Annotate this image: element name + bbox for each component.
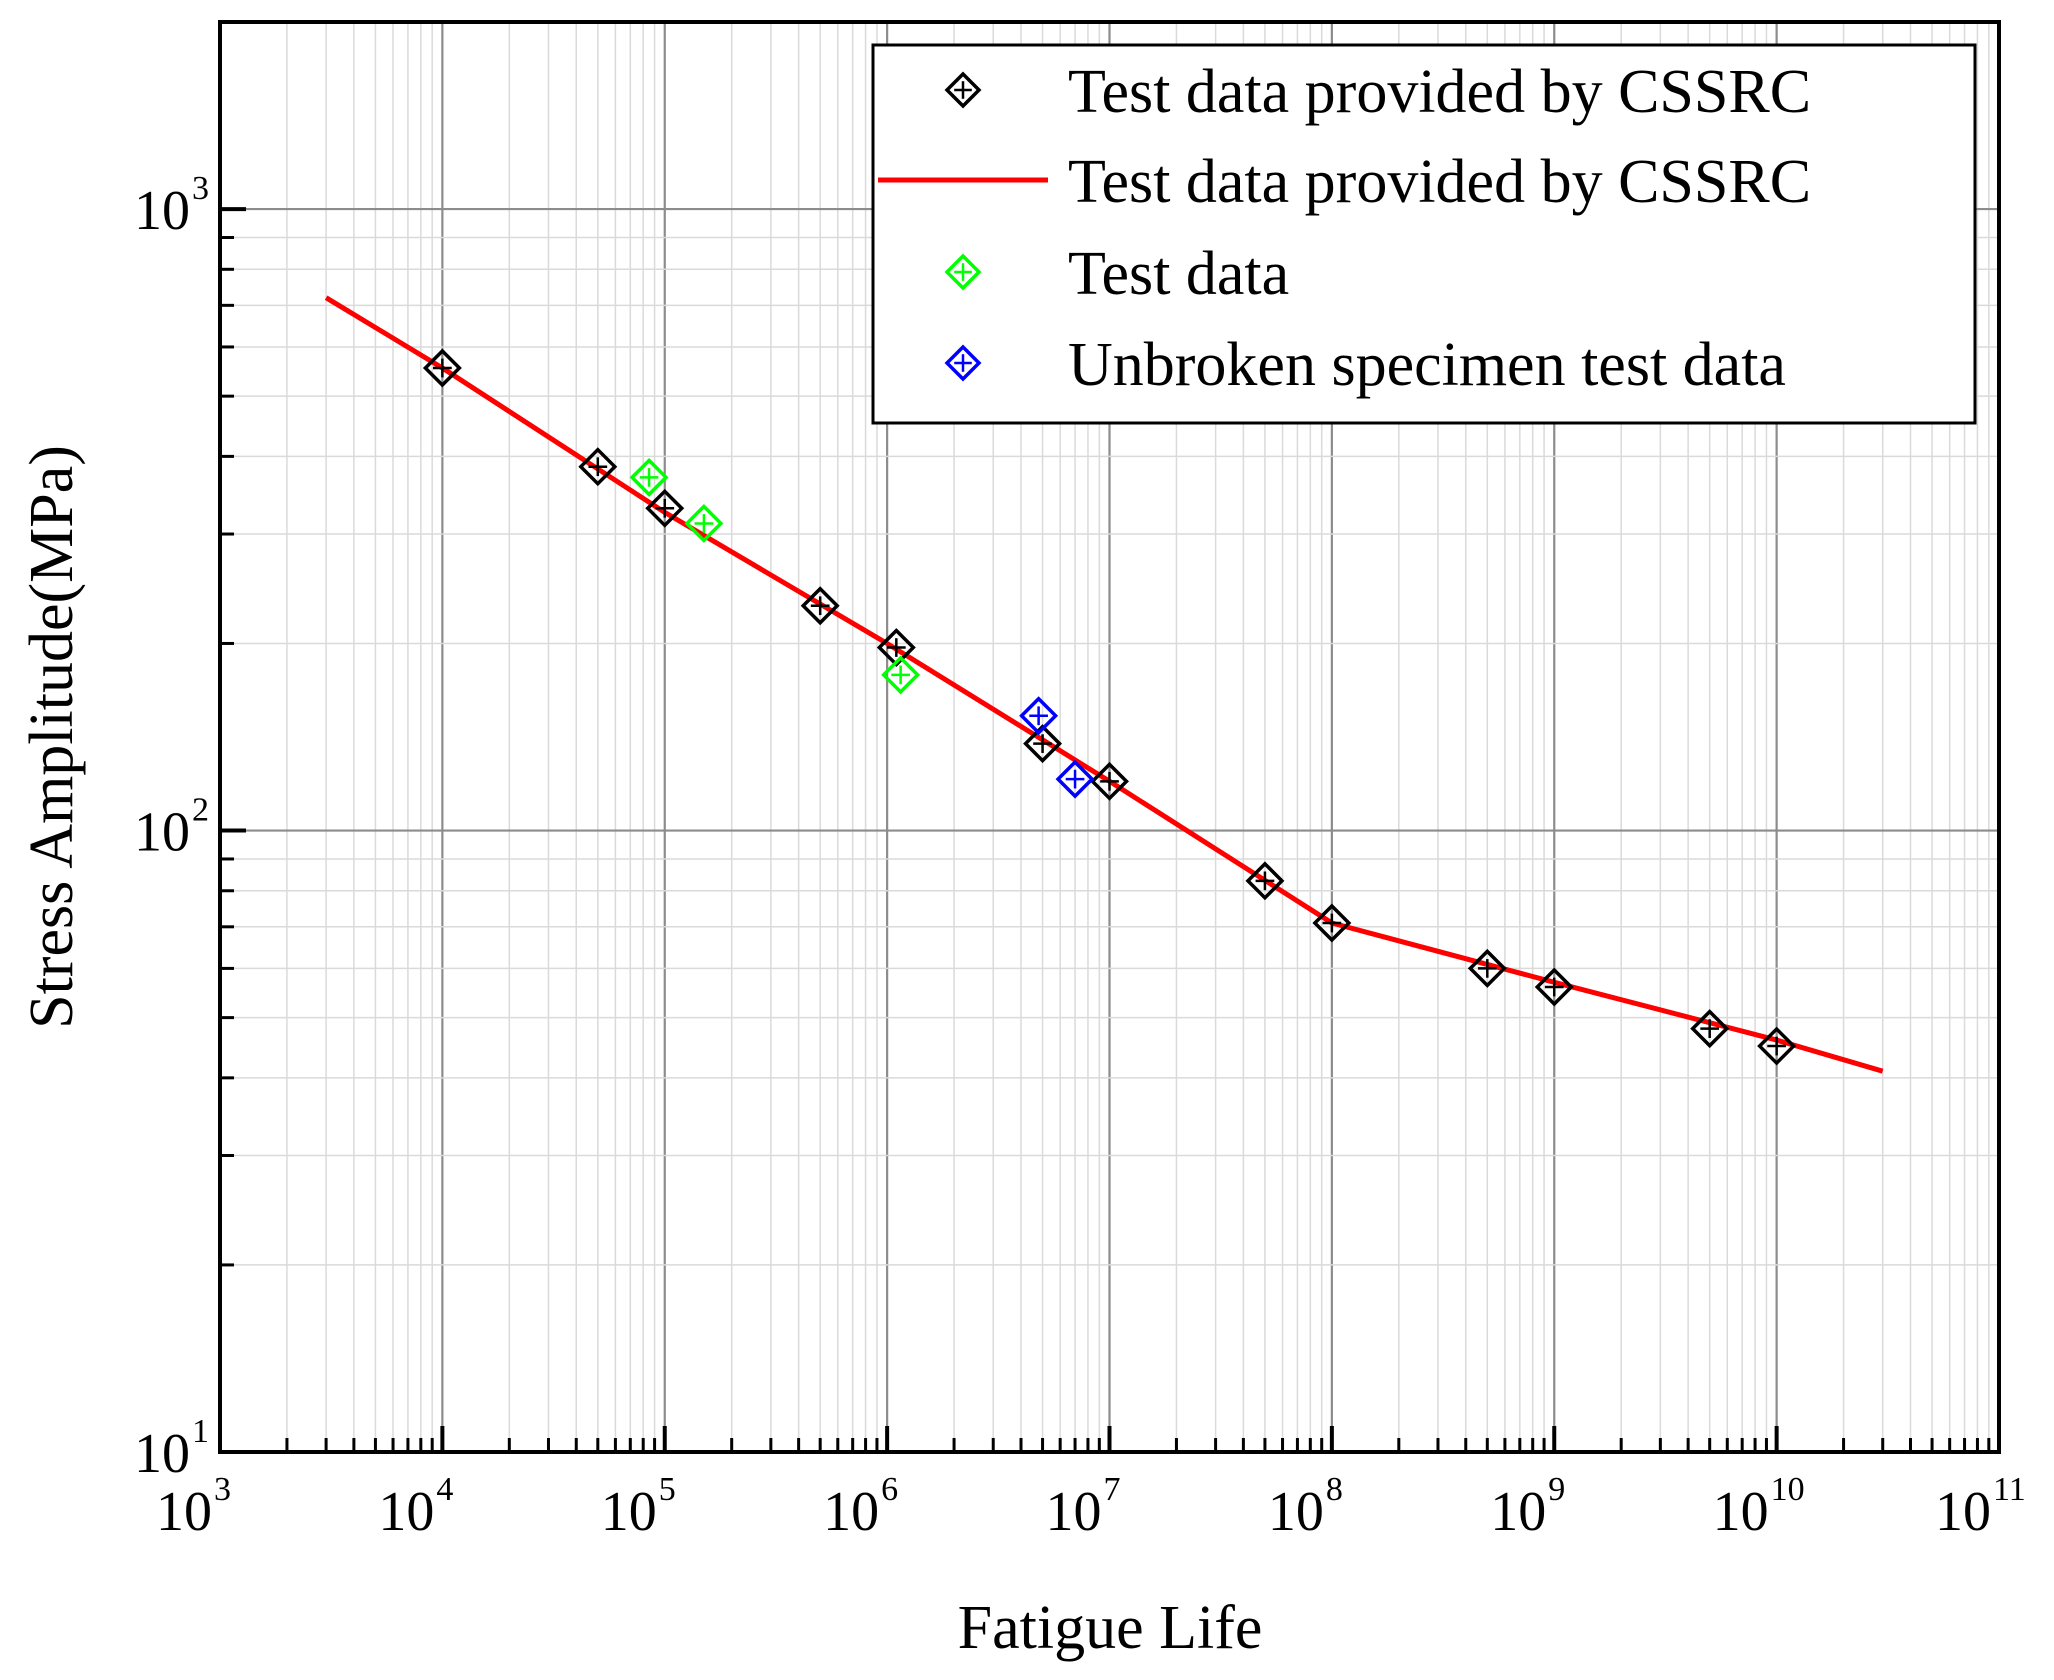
y-tick-label-exponent: 2 [192,792,209,829]
data-point-series-0 [1467,948,1507,988]
legend-label: Test data provided by CSSRC [1068,58,1811,126]
x-tick-label: 10 6 [823,1471,898,1543]
x-tick-label-base: 10 [1713,1481,1769,1543]
y-tick-label-base: 10 [134,802,190,864]
x-tick-label-exponent: 5 [659,1471,676,1508]
x-tick-label-exponent: 7 [1104,1471,1121,1508]
x-tick-label-base: 10 [1046,1481,1102,1543]
data-point-series-2-shape [629,457,669,497]
x-tick-label-exponent: 6 [881,1471,898,1508]
data-point-series-0 [645,488,685,528]
data-point-series-0 [1090,761,1129,801]
legend-marker-swatch-shape [944,253,982,291]
data-point-series-2-shape [881,655,921,695]
data-point-series-2-shape [684,503,724,543]
data-point-series-3 [1019,696,1059,736]
x-tick-label: 10 7 [1046,1471,1121,1543]
legend-marker-swatch [944,71,982,109]
legend-marker-swatch [944,253,982,291]
data-point-series-0 [578,447,618,487]
data-point-series-0-shape [1312,903,1352,943]
data-point-series-2 [881,655,921,695]
data-point-series-0 [1245,861,1285,901]
data-point-series-0 [1757,1026,1797,1066]
data-point-series-2 [684,503,724,543]
data-point-series-0-shape [1467,948,1507,988]
y-tick-label: 10 2 [134,792,209,864]
data-point-series-0-shape [1023,724,1063,764]
data-point-series-0 [1690,1009,1730,1049]
y-tick-label-base: 10 [134,180,190,242]
data-point-series-0-shape [1757,1026,1797,1066]
x-tick-label: 10 4 [378,1471,453,1543]
data-point-series-0 [422,348,462,388]
x-tick-label: 10 3 [156,1471,231,1543]
legend-marker-swatch-shape [944,344,982,382]
x-tick-label-exponent: 10 [1771,1471,1805,1508]
x-tick-label: 10 9 [1490,1471,1565,1543]
data-point-series-3 [1055,759,1095,799]
x-tick-label: 10 8 [1268,1471,1343,1543]
data-point-series-3-shape [1019,696,1059,736]
data-point-series-0-shape [1690,1009,1730,1049]
x-axis-title: Fatigue Life [958,1594,1263,1662]
y-tick-label-exponent: 1 [192,1413,209,1450]
data-point-series-0 [1312,903,1352,943]
data-point-series-0-shape [422,348,462,388]
data-point-series-0-shape [1245,861,1285,901]
legend-label: Test data provided by CSSRC [1068,148,1811,216]
x-tick-label-base: 10 [1268,1481,1324,1543]
x-tick-label-base: 10 [378,1481,434,1543]
data-point-series-0-shape [1534,967,1574,1007]
data-point-series-3-shape [1055,759,1095,799]
data-point-series-0-shape [645,488,685,528]
y-tick-label: 10 3 [134,170,209,242]
x-tick-label-exponent: 4 [436,1471,453,1508]
legend-marker-swatch-shape [944,71,982,109]
x-tick-label-exponent: 9 [1548,1471,1565,1508]
legend-entry: Test data provided by CSSRC [878,148,1811,216]
x-tick-label: 10 5 [601,1471,676,1543]
legend-label: Unbroken specimen test data [1068,331,1786,399]
legend-box [871,43,1977,425]
x-tick-label-base: 10 [1490,1481,1546,1543]
y-tick-label-base: 10 [134,1423,190,1485]
x-tick-label-base: 10 [156,1481,212,1543]
data-point-series-0-shape [800,586,840,626]
x-tick-label: 10 10 [1713,1471,1805,1543]
data-point-series-0 [1023,724,1063,764]
legend: Test data provided by CSSRC Test data pro… [871,43,1977,425]
x-tick-label-base: 10 [1935,1481,1991,1543]
y-tick-label: 10 1 [134,1413,209,1485]
legend-marker-swatch [944,344,982,382]
data-point-series-0-shape [578,447,618,487]
x-tick-label-base: 10 [823,1481,879,1543]
x-tick-label-base: 10 [601,1481,657,1543]
legend-entry: Test data [944,240,1289,308]
x-tick-label-exponent: 3 [214,1471,231,1508]
legend-label: Test data [1068,240,1289,308]
x-tick-label: 10 11 [1935,1471,2026,1543]
x-tick-label-exponent: 8 [1326,1471,1343,1508]
data-points [422,348,1797,1066]
legend-entry: Unbroken specimen test data [944,331,1786,399]
y-tick-label-exponent: 3 [192,170,209,207]
legend-entry: Test data provided by CSSRC [944,58,1811,126]
x-tick-label-exponent: 11 [1993,1471,2026,1508]
axis-ticks [218,20,1991,1454]
plot-frame [218,20,2001,1454]
data-point-series-0 [1534,967,1574,1007]
data-point-series-0 [800,586,840,626]
data-point-series-0-shape [1090,761,1129,801]
y-axis-title: Stress Amplitude(MPa) [18,445,86,1029]
data-point-series-2 [629,457,669,497]
